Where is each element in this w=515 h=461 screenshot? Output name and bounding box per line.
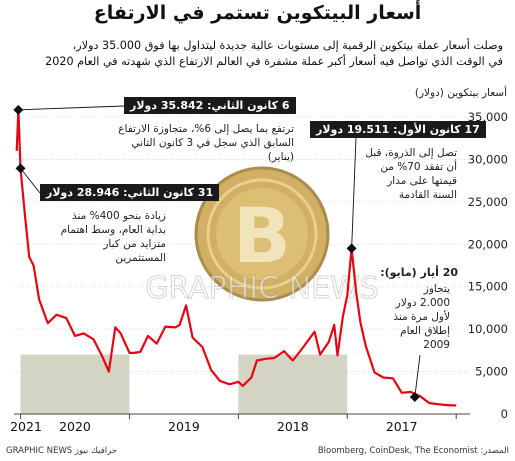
x-year-label-2018: 2018 bbox=[277, 419, 309, 434]
y-tick-label-25000: 25,000 bbox=[468, 195, 508, 209]
year-band-2018 bbox=[238, 354, 348, 414]
y-axis-label: أسعار بيتكوين (دولار) bbox=[414, 87, 507, 99]
annotation-may20-line-2: 2.000 دولار bbox=[395, 297, 450, 309]
annotation-may20-line-4: إطلاق العام bbox=[400, 325, 450, 337]
source-note: المصدر: Bloomberg, CoinDesk, The Economi… bbox=[317, 446, 509, 456]
annotation-jan31-line-3: متزايد من كبار bbox=[103, 238, 166, 250]
annotation-dec17-text: تصل إلى الذروة، قبل أن تفقد 70% من قيمته… bbox=[355, 146, 457, 202]
connector-3 bbox=[414, 354, 421, 398]
annotation-connectors bbox=[18, 105, 421, 398]
chart-title: أسعار البيتكوين تستمر في الارتفاع bbox=[93, 2, 422, 24]
annotation-dec17-line-1: تصل إلى الذروة، قبل bbox=[365, 147, 457, 159]
annotation-jan6-line-1: ترتفع بما يصل إلى 6%، متجاوزة الارتفاع bbox=[118, 123, 294, 135]
y-tick-label-0: 0 bbox=[501, 407, 508, 421]
subtitle-line-1: وصلت أسعار عملة بيتكوين الرقمية إلى مستو… bbox=[72, 39, 503, 52]
year-bands bbox=[20, 354, 348, 414]
connector-2 bbox=[351, 137, 357, 249]
y-tick-label-35000: 35,000 bbox=[468, 110, 508, 124]
x-year-label-2019: 2019 bbox=[168, 419, 200, 434]
svg-text:B: B bbox=[233, 191, 291, 280]
y-tick-label-15000: 15,000 bbox=[468, 280, 508, 294]
annotation-jan31-head: 31 كانون الثاني: 28.946 دولار bbox=[40, 184, 220, 201]
annotation-may20-line-1: يتجاوز bbox=[423, 283, 450, 295]
y-tick-label-5000: 5,000 bbox=[475, 365, 508, 379]
annotation-dec17-line-4: السنة القادمة bbox=[398, 189, 457, 201]
year-band-2020 bbox=[20, 354, 130, 414]
annotation-dec17-line-2: أن تفقد 70% من bbox=[380, 161, 457, 173]
credit-note: GRAPHIC NEWS جرافيك نيوز bbox=[6, 446, 118, 456]
connector-0 bbox=[18, 105, 125, 111]
watermark-logo: GRAPHIC NEWS bbox=[145, 271, 378, 306]
annotation-jan31-line-1: زيادة بنحو 400% منذ bbox=[71, 210, 166, 222]
y-axis: 0 5,000 10,000 15,000 20,000 25,000 30,000 35,0… bbox=[468, 110, 508, 421]
x-year-label-2021: 2021 bbox=[10, 419, 42, 434]
y-tick-label-30000: 30,000 bbox=[468, 152, 508, 166]
connector-1 bbox=[20, 168, 41, 194]
annotation-may20-line-5: 2009 bbox=[423, 339, 450, 351]
bitcoin-coin-icon: B bbox=[194, 166, 330, 302]
annotation-jan31-text: زيادة بنحو 400% منذ بداية العام، وسط اهت… bbox=[44, 209, 166, 265]
annotation-may20-line-3: لأول مرة منذ bbox=[393, 311, 450, 323]
price-line-0 bbox=[15, 108, 457, 407]
x-year-label-2020: 2020 bbox=[59, 419, 91, 434]
price-line-series bbox=[15, 108, 457, 407]
subtitle-line-2: في الوقت الذي تواصل فيه أسعار أكبر عملة … bbox=[45, 55, 503, 68]
annotation-jan6-head: 6 كانون الثاني: 35.842 دولار bbox=[124, 97, 296, 114]
annotation-jan6-text: ترتفع بما يصل إلى 6%، متجاوزة الارتفاع ا… bbox=[104, 122, 294, 164]
annotation-may20-text: يتجاوز 2.000 دولار لأول مرة منذ إطلاق ال… bbox=[380, 282, 450, 352]
annotation-jan6-line-2: السابق الذي سجل في 3 كانون الثاني (يناير… bbox=[131, 137, 294, 163]
annotation-dec17-head: 17 كانون الأول: 19.511 دولار bbox=[310, 121, 486, 138]
x-year-label-2017: 2017 bbox=[386, 419, 418, 434]
annotation-dec17-line-3: قيمتها على مدار bbox=[387, 175, 457, 187]
chart-subtitle: وصلت أسعار عملة بيتكوين الرقمية إلى مستو… bbox=[3, 38, 503, 70]
y-tick-label-10000: 10,000 bbox=[468, 322, 508, 336]
annotation-jan31-line-2: بداية العام، وسط اهتمام bbox=[60, 224, 166, 236]
annotation-may20-head: 20 أيار (مايو): bbox=[380, 266, 458, 279]
y-tick-label-20000: 20,000 bbox=[468, 237, 508, 251]
x-axis: 2017 2018 2019 2020 2021 bbox=[10, 413, 470, 434]
annotation-jan31-line-4: المستثمرين bbox=[115, 252, 166, 264]
